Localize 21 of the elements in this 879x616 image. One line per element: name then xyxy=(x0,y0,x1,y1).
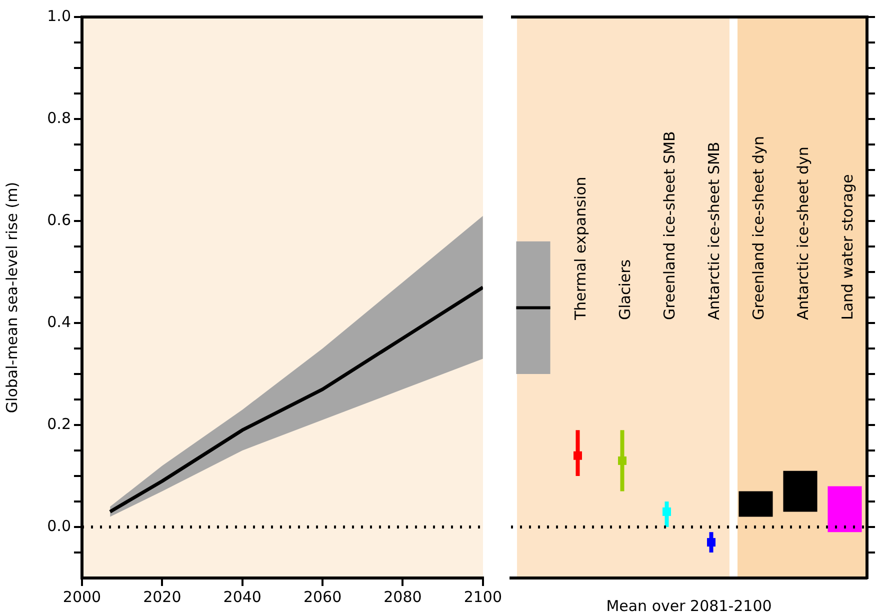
y-tick-label: 0.4 xyxy=(47,312,71,331)
y-tick-label: 0.0 xyxy=(47,516,71,535)
x-tick-label: 2100 xyxy=(464,588,502,606)
category-label: Antarctic ice-sheet dyn xyxy=(794,146,812,320)
x-tick-label: 2040 xyxy=(223,588,262,606)
x-tick-label: 2020 xyxy=(143,588,182,606)
category-label: Antarctic ice-sheet SMB xyxy=(705,142,724,320)
x-tick-label: 2060 xyxy=(303,588,342,606)
category-label: Thermal expansion xyxy=(572,176,590,320)
y-tick-label: 1.0 xyxy=(47,6,71,25)
x-tick-label: 2000 xyxy=(62,588,102,606)
y-tick-label: 0.6 xyxy=(47,210,71,229)
x-tick-label: 2080 xyxy=(384,588,422,606)
y-tick-label: 0.2 xyxy=(47,414,71,433)
category-label: Greenland ice-sheet dyn xyxy=(750,136,768,320)
category-label: Greenland ice-sheet SMB xyxy=(660,131,679,320)
y-axis-title: Global-mean sea-level rise (m) xyxy=(2,182,21,414)
category-label: Land water storage xyxy=(838,174,857,320)
x-axis-title: Mean over 2081-2100 xyxy=(606,596,772,615)
y-tick-label: 0.8 xyxy=(47,108,71,127)
category-label: Glaciers xyxy=(616,259,634,320)
